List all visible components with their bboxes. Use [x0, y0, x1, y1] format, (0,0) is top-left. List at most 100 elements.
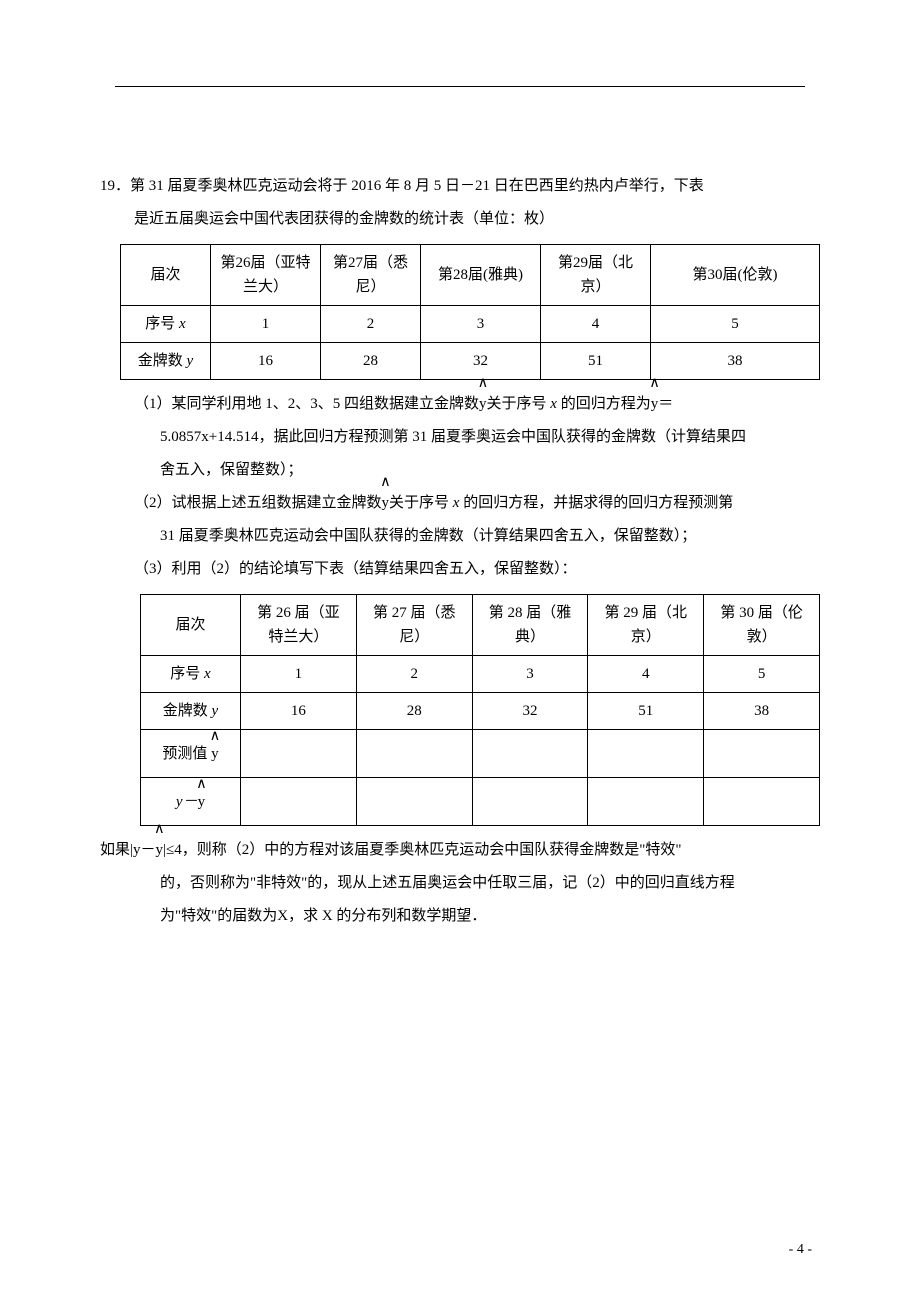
yhat-symbol: ∧y [156, 834, 164, 867]
col-session-2: 第27届（悉尼） [321, 245, 421, 306]
cell-text: 金牌数 [138, 353, 183, 369]
var-y: y [212, 703, 219, 719]
data-table-2: 届次 第 26 届（亚特兰大） 第 27 届（悉尼） 第 28 届（雅典） 第 … [140, 594, 820, 826]
cell-text: 敦） [747, 629, 777, 645]
cell-text: 序号 [145, 316, 175, 332]
col-session-2: 第 27 届（悉尼） [356, 595, 472, 656]
col-session-5: 第 30 届（伦敦） [704, 595, 820, 656]
cell-text: 京） [580, 279, 610, 295]
part2-line1: （2）试根据上述五组数据建立金牌数∧y关于序号 x 的回归方程，并据求得的回归方… [100, 487, 820, 520]
var-y: y [187, 353, 194, 369]
cell-empty [472, 778, 588, 826]
part1-text-c: 的回归方程为 [561, 396, 651, 412]
part1-line2: 5.0857x+14.514，据此回归方程预测第 31 届夏季奥运会中国队获得的… [100, 421, 820, 454]
cell-text: 第 30 届（伦 [720, 605, 803, 621]
col-session-3: 第28届(雅典) [421, 245, 541, 306]
cell-text: 第29届（北 [558, 255, 633, 271]
cell-text: 尼） [355, 279, 385, 295]
caret-icon: ∧ [210, 729, 220, 743]
table-row: 金牌数 y 16 28 32 51 38 [141, 693, 820, 730]
part2-line2: 31 届夏季奥林匹克运动会中国队获得的金牌数（计算结果四舍五入，保留整数）； [100, 520, 820, 553]
caret-icon: ∧ [649, 376, 659, 390]
cell-seq: 2 [321, 306, 421, 343]
var-x: x [204, 666, 211, 682]
cell-empty [241, 730, 357, 778]
col-session-1: 第26届（亚特兰大） [211, 245, 321, 306]
cell-text: 特兰大） [268, 629, 328, 645]
col-session-5: 第30届(伦敦) [651, 245, 820, 306]
cell-text: 第 26 届（亚 [257, 605, 340, 621]
caret-icon: ∧ [196, 777, 206, 791]
cell-gold: 38 [704, 693, 820, 730]
cell-seq: 5 [704, 656, 820, 693]
cell-empty [472, 730, 588, 778]
cell-empty [356, 730, 472, 778]
part3-label: （3） [134, 561, 172, 577]
cell-seq: 3 [421, 306, 541, 343]
col-session-3: 第 28 届（雅典） [472, 595, 588, 656]
tail-line3: 为"特效"的届数为X，求 X 的分布列和数学期望． [100, 900, 820, 933]
cell-seq: 5 [651, 306, 820, 343]
part1-line3: 舍五入，保留整数）； [100, 454, 820, 487]
cell-gold: 16 [211, 343, 321, 380]
part2-text-b: 关于序号 [389, 495, 449, 511]
cell-seq: 2 [356, 656, 472, 693]
part2-text-c: 的回归方程，并据求得的回归方程预测第 [463, 495, 733, 511]
yhat-symbol: ∧y [479, 388, 487, 421]
cell-text: 兰大） [243, 279, 288, 295]
cell-seq: 1 [211, 306, 321, 343]
header-pred: 预测值 ∧y [141, 730, 241, 778]
intro-text-1: 第 31 届夏季奥林匹克运动会将于 2016 年 8 月 5 日－21 日在巴西… [130, 178, 704, 194]
part3-line1: （3）利用（2）的结论填写下表（结算结果四舍五入，保留整数）： [100, 553, 820, 586]
cell-text: 典） [515, 629, 545, 645]
part1-label: （1） [134, 396, 172, 412]
cell-text: 序号 [170, 666, 200, 682]
yhat-symbol: ∧y [651, 388, 659, 421]
question-intro-line1: 19．第 31 届夏季奥林匹克运动会将于 2016 年 8 月 5 日－21 日… [100, 170, 820, 203]
part2-text-a: 试根据上述五组数据建立金牌数 [172, 495, 382, 511]
yhat-symbol: ∧y [198, 790, 206, 814]
header-seq: 序号 x [121, 306, 211, 343]
tail-text-b: |≤4，则称（2）中的方程对该届夏季奥林匹克运动会中国队获得金牌数是"特效" [163, 842, 682, 858]
header-session: 届次 [121, 245, 211, 306]
cell-seq: 3 [472, 656, 588, 693]
cell-seq: 1 [241, 656, 357, 693]
cell-gold: 28 [356, 693, 472, 730]
header-gold: 金牌数 y [141, 693, 241, 730]
cell-empty [241, 778, 357, 826]
question-intro-line2: 是近五届奥运会中国代表团获得的金牌数的统计表（单位：枚） [100, 203, 820, 236]
caret-icon: ∧ [380, 475, 390, 489]
part1-text-b: 关于序号 [487, 396, 547, 412]
part1-text-a: 某同学利用地 1、2、3、5 四组数据建立金牌数 [172, 396, 480, 412]
table-row: 届次 第26届（亚特兰大） 第27届（悉尼） 第28届(雅典) 第29届（北京）… [121, 245, 820, 306]
table-row: 届次 第 26 届（亚特兰大） 第 27 届（悉尼） 第 28 届（雅典） 第 … [141, 595, 820, 656]
cell-text: 金牌数 [163, 703, 208, 719]
table-row: 序号 x 1 2 3 4 5 [141, 656, 820, 693]
var-x: x [453, 495, 460, 511]
cell-text: 预测值 [162, 746, 207, 762]
cell-text: 京） [631, 629, 661, 645]
document-body: 19．第 31 届夏季奥林匹克运动会将于 2016 年 8 月 5 日－21 日… [100, 170, 820, 933]
caret-icon: ∧ [478, 376, 488, 390]
table-row: 金牌数 y 16 28 32 51 38 [121, 343, 820, 380]
cell-text: 尼） [399, 629, 429, 645]
col-session-4: 第29届（北京） [541, 245, 651, 306]
cell-empty [704, 778, 820, 826]
var-x: x [550, 396, 557, 412]
part3-text-a: 利用（2）的结论填写下表（结算结果四舍五入，保留整数）： [172, 561, 577, 577]
horizontal-rule [115, 86, 805, 87]
cell-seq: 4 [541, 306, 651, 343]
cell-text: y－ [176, 794, 198, 810]
header-gold: 金牌数 y [121, 343, 211, 380]
header-resid: y－∧y [141, 778, 241, 826]
tail-text-a: 如果|y－ [100, 842, 156, 858]
cell-text: 第 28 届（雅 [489, 605, 572, 621]
col-session-1: 第 26 届（亚特兰大） [241, 595, 357, 656]
cell-text: 第26届（亚特 [220, 255, 310, 271]
cell-gold: 51 [541, 343, 651, 380]
cell-seq: 4 [588, 656, 704, 693]
cell-gold: 32 [472, 693, 588, 730]
col-session-4: 第 29 届（北京） [588, 595, 704, 656]
part1-text-d: ＝ [658, 396, 673, 412]
table-row: y－∧y [141, 778, 820, 826]
